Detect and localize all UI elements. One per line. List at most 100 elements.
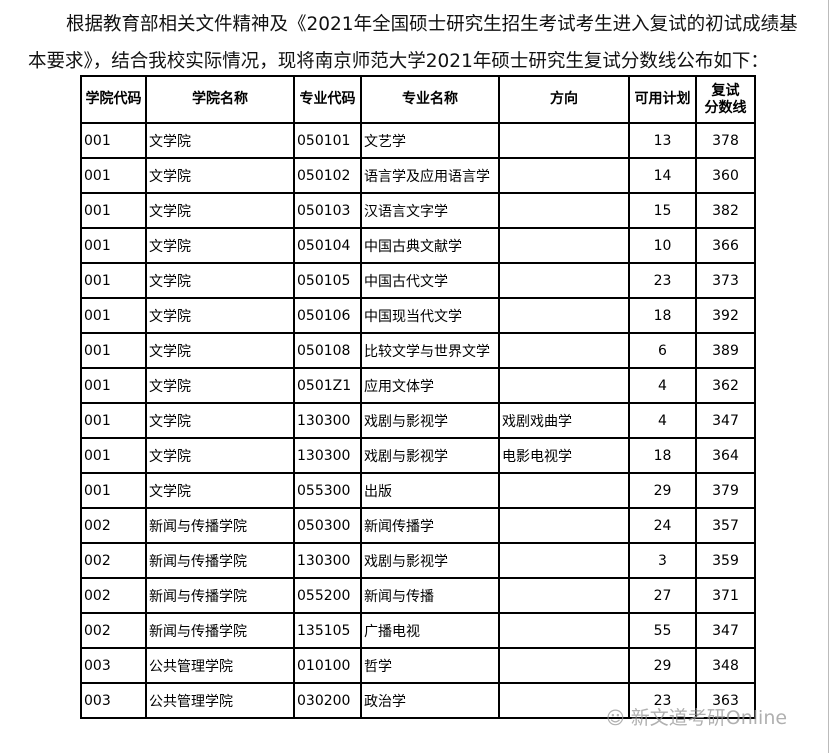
table-cell: 6 xyxy=(628,332,697,369)
table-cell: 文艺学 xyxy=(360,122,500,159)
table-cell: 应用文体学 xyxy=(360,367,500,404)
table-cell: 文学院 xyxy=(145,192,295,229)
table-cell: 130300 xyxy=(293,437,362,474)
table-cell: 347 xyxy=(695,612,756,649)
table-cell xyxy=(498,577,630,614)
table-cell: 003 xyxy=(80,682,147,719)
table-row: 001 文学院 0501Z1 应用文体学 4 362 xyxy=(80,367,756,404)
table-cell: 001 xyxy=(80,122,147,159)
intro-paragraph: 根据教育部相关文件精神及《2021年全国硕士研究生招生考试考生进入复试的初试成绩… xyxy=(28,6,808,80)
table-cell: 18 xyxy=(628,437,697,474)
table-cell xyxy=(498,682,630,719)
table-cell xyxy=(498,122,630,159)
table-cell: 371 xyxy=(695,577,756,614)
table-cell: 002 xyxy=(80,507,147,544)
table-cell: 357 xyxy=(695,507,756,544)
table-cell xyxy=(498,647,630,684)
table-cell: 364 xyxy=(695,437,756,474)
table-cell: 363 xyxy=(695,682,756,719)
table-cell: 29 xyxy=(628,647,697,684)
table-row: 001 文学院 130300 戏剧与影视学 电影电视学 18 364 xyxy=(80,437,756,474)
table-cell: 文学院 xyxy=(145,402,295,439)
table-cell: 文学院 xyxy=(145,262,295,299)
intro-line-1: 根据教育部相关文件精神及《2021年全国硕士研究生招生考试考生进入复试的初试成绩… xyxy=(66,14,798,35)
table-row: 001 文学院 055300 出版 29 379 xyxy=(80,472,756,509)
table-cell: 政治学 xyxy=(360,682,500,719)
table-cell: 55 xyxy=(628,612,697,649)
table-cell xyxy=(498,472,630,509)
table-cell: 出版 xyxy=(360,472,500,509)
table-cell: 001 xyxy=(80,402,147,439)
table-cell: 366 xyxy=(695,227,756,264)
table-cell: 23 xyxy=(628,682,697,719)
table-row: 002 新闻与传播学院 050300 新闻传播学 24 357 xyxy=(80,507,756,544)
table-cell xyxy=(498,227,630,264)
table-cell: 文学院 xyxy=(145,297,295,334)
table-cell: 文学院 xyxy=(145,472,295,509)
table-cell: 002 xyxy=(80,577,147,614)
table-cell: 050101 xyxy=(293,122,362,159)
table-cell: 348 xyxy=(695,647,756,684)
table-cell: 中国古代文学 xyxy=(360,262,500,299)
table-cell: 语言学及应用语言学 xyxy=(360,157,500,194)
table-cell: 18 xyxy=(628,297,697,334)
table-cell: 382 xyxy=(695,192,756,229)
table-cell: 001 xyxy=(80,367,147,404)
table-cell: 050105 xyxy=(293,262,362,299)
table-cell: 010100 xyxy=(293,647,362,684)
table-cell: 新闻传播学 xyxy=(360,507,500,544)
table-cell: 003 xyxy=(80,647,147,684)
column-header: 学院代码 xyxy=(80,75,147,124)
table-cell: 392 xyxy=(695,297,756,334)
table-cell: 戏剧戏曲学 xyxy=(498,402,630,439)
table-cell: 001 xyxy=(80,472,147,509)
table-cell xyxy=(498,332,630,369)
table-cell: 新闻与传播 xyxy=(360,577,500,614)
table-row: 001 文学院 050102 语言学及应用语言学 14 360 xyxy=(80,157,756,194)
table-cell: 359 xyxy=(695,542,756,579)
column-header: 专业代码 xyxy=(293,75,362,124)
table-row: 001 文学院 050105 中国古代文学 23 373 xyxy=(80,262,756,299)
table-cell: 055200 xyxy=(293,577,362,614)
table-cell: 347 xyxy=(695,402,756,439)
table-cell: 001 xyxy=(80,332,147,369)
column-header: 复试 分数线 xyxy=(695,75,756,124)
table-cell: 050106 xyxy=(293,297,362,334)
table-cell: 050108 xyxy=(293,332,362,369)
table-row: 001 文学院 050103 汉语言文字学 15 382 xyxy=(80,192,756,229)
table-row: 003 公共管理学院 030200 政治学 23 363 xyxy=(80,682,756,719)
table-cell: 001 xyxy=(80,192,147,229)
table-cell xyxy=(498,157,630,194)
table-cell xyxy=(498,507,630,544)
watermark-text: 新文道考研Online xyxy=(630,707,788,729)
table-cell: 001 xyxy=(80,157,147,194)
table-cell: 公共管理学院 xyxy=(145,682,295,719)
table-cell: 23 xyxy=(628,262,697,299)
table-cell: 中国现当代文学 xyxy=(360,297,500,334)
table-cell: 文学院 xyxy=(145,367,295,404)
table-cell: 001 xyxy=(80,297,147,334)
table-cell: 14 xyxy=(628,157,697,194)
intro-line-2: 本要求》，结合我校实际情况，现将南京师范大学2021年硕士研究生复试分数线公布如… xyxy=(28,51,769,72)
score-table: 学院代码 学院名称 专业代码 专业名称 方向 可用计划 复试 分数线 001 文学院 050101… xyxy=(80,75,756,719)
table-cell xyxy=(498,192,630,229)
table-cell: 戏剧与影视学 xyxy=(360,402,500,439)
table-cell: 文学院 xyxy=(145,332,295,369)
table-row: 001 文学院 050104 中国古典文献学 10 366 xyxy=(80,227,756,264)
table-row: 001 文学院 050106 中国现当代文学 18 392 xyxy=(80,297,756,334)
column-header: 方向 xyxy=(498,75,630,124)
table-cell: 15 xyxy=(628,192,697,229)
table-cell: 373 xyxy=(695,262,756,299)
table-cell: 055300 xyxy=(293,472,362,509)
table-cell: 公共管理学院 xyxy=(145,647,295,684)
column-header: 专业名称 xyxy=(360,75,500,124)
table-cell: 27 xyxy=(628,577,697,614)
table-cell: 新闻与传播学院 xyxy=(145,577,295,614)
table-cell: 文学院 xyxy=(145,122,295,159)
table-cell: 001 xyxy=(80,437,147,474)
table-cell: 3 xyxy=(628,542,697,579)
table-cell: 030200 xyxy=(293,682,362,719)
table-cell xyxy=(498,367,630,404)
table-cell: 135105 xyxy=(293,612,362,649)
column-header: 可用计划 xyxy=(628,75,697,124)
